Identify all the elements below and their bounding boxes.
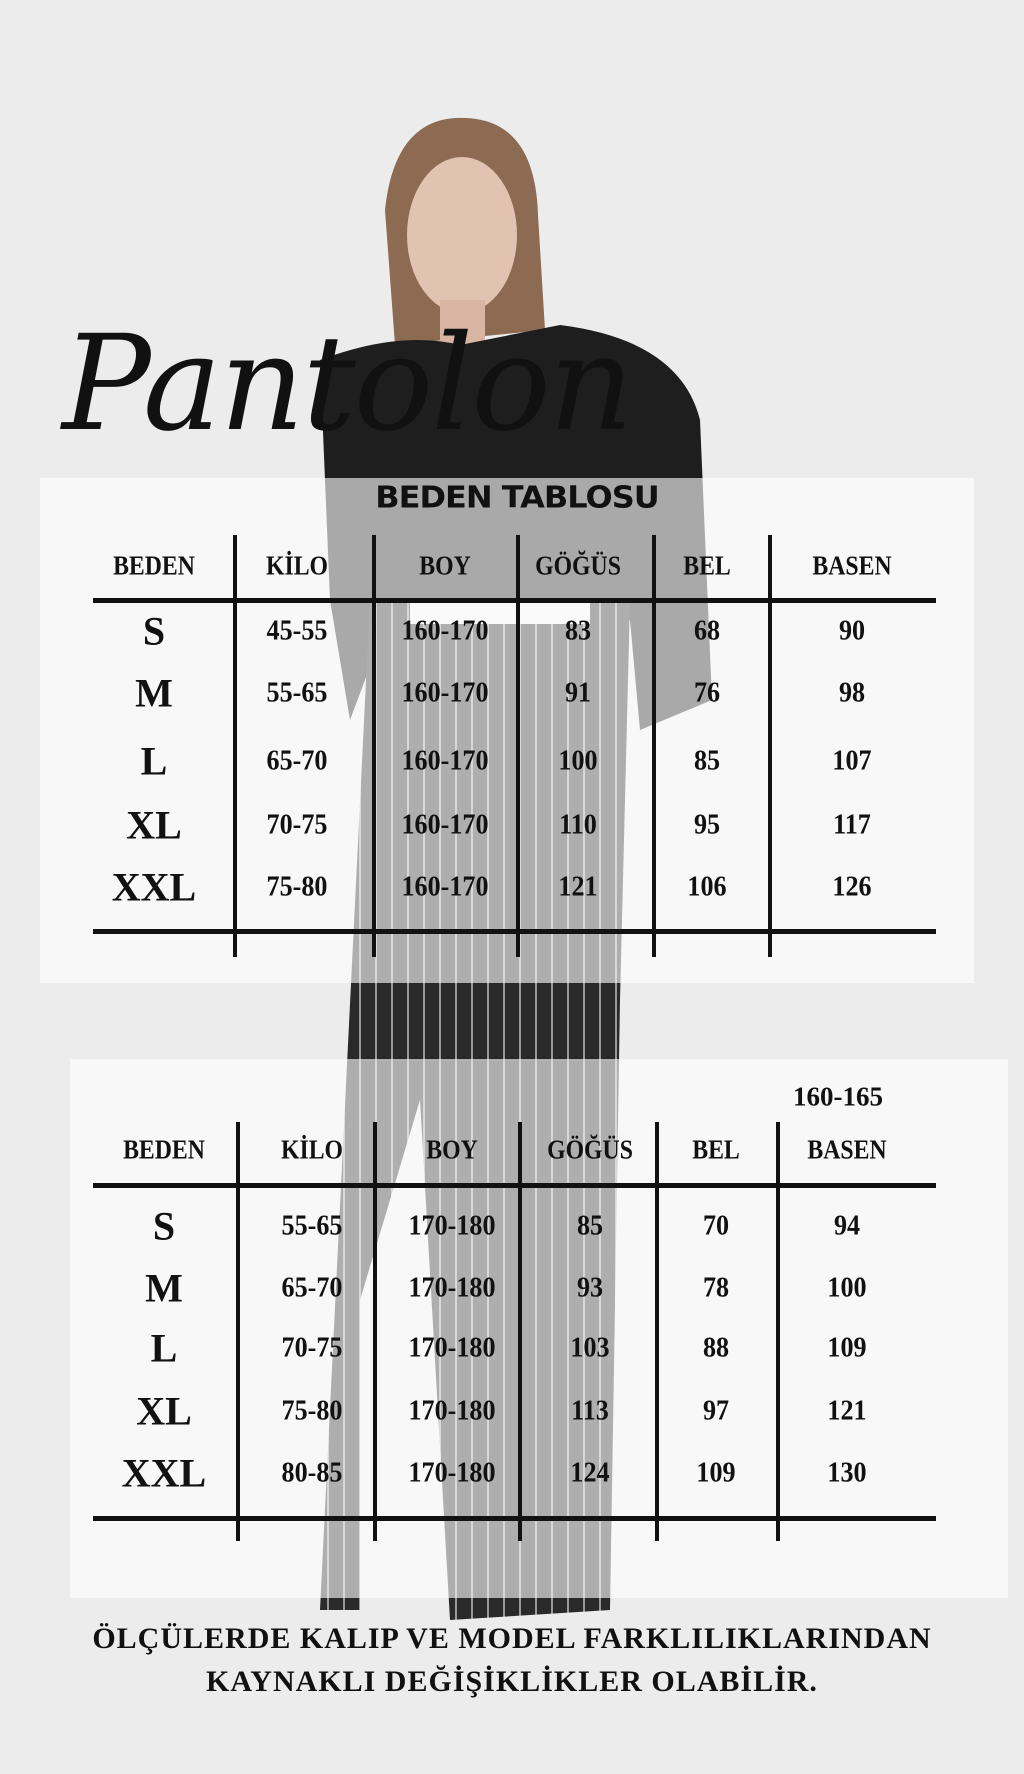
table-cell: 94 [833,1209,861,1242]
table-cell: 65-70 [266,744,328,777]
table-cell: 160-170 [401,870,489,903]
table-cell: 78 [702,1271,730,1304]
size-label: XL [126,802,182,848]
table-rule [93,929,936,934]
table-cell: 126 [832,870,872,903]
table-cell: 97 [702,1394,730,1427]
table-cell: 100 [558,744,598,777]
table-cell: 160-170 [401,744,489,777]
column-header: BASEN [807,1134,887,1165]
size-label: L [140,738,168,784]
column-divider [372,535,376,957]
footer-line-1: ÖLÇÜLERDE KALIP VE MODEL FARKLILIKLARIND… [92,1622,932,1655]
table-cell: 70-75 [266,808,328,841]
table2-panel [70,1059,1008,1598]
table-cell: 107 [832,744,872,777]
column-header: BEDEN [113,550,195,581]
table-cell: 83 [564,614,592,647]
table-cell: 70-75 [281,1331,343,1364]
column-divider [516,535,520,957]
table-cell: 117 [833,808,871,841]
size-label: XL [136,1388,192,1434]
table-cell: 109 [696,1456,736,1489]
table-cell: 45-55 [266,614,328,647]
table-cell: 109 [827,1331,867,1364]
table-cell: 55-65 [281,1209,343,1242]
table-cell: 70 [702,1209,730,1242]
page-title: Pantolon [62,307,634,461]
size-label: S [142,608,166,654]
table-rule [93,1183,936,1188]
size-label: XXL [121,1450,207,1496]
table-cell: 90 [838,614,866,647]
table-cell: 121 [558,870,598,903]
table-cell: 130 [827,1456,867,1489]
column-divider [776,1122,780,1541]
footer-line-2: KAYNAKLI DEĞİŞİKLİKLER OLABİLİR. [206,1665,818,1698]
table-cell: 55-65 [266,676,328,709]
table-cell: 75-80 [281,1394,343,1427]
table-cell: 80-85 [281,1456,343,1489]
table-cell: 65-70 [281,1271,343,1304]
column-divider [236,1122,240,1541]
size-label: M [135,670,173,716]
column-header: GÖĞÜS [535,550,621,581]
size-label: S [152,1203,176,1249]
basen-height-note: 160-165 [793,1081,883,1112]
table-rule [93,1516,936,1521]
column-header: BASEN [812,550,892,581]
table-cell: 103 [570,1331,610,1364]
table-rule [93,598,936,603]
column-divider [768,535,772,957]
table-cell: 170-180 [408,1209,496,1242]
table-cell: 91 [564,676,592,709]
column-header: BEL [692,1134,740,1165]
table-cell: 76 [693,676,721,709]
page-subtitle: BEDEN TABLOSU [375,478,660,516]
table-cell: 160-170 [401,614,489,647]
size-label: XXL [111,864,197,910]
table-cell: 170-180 [408,1394,496,1427]
column-divider [518,1122,522,1541]
table-cell: 85 [576,1209,604,1242]
column-header: BEL [683,550,731,581]
table-cell: 170-180 [408,1331,496,1364]
column-divider [373,1122,377,1541]
table-cell: 106 [687,870,727,903]
column-header: BOY [419,550,471,581]
table-cell: 121 [827,1394,867,1427]
column-divider [233,535,237,957]
table-cell: 110 [559,808,597,841]
column-divider [652,535,656,957]
column-header: KİLO [280,1134,344,1165]
table-cell: 75-80 [266,870,328,903]
column-header: GÖĞÜS [547,1134,633,1165]
table-cell: 88 [702,1331,730,1364]
table-cell: 85 [693,744,721,777]
table-cell: 170-180 [408,1271,496,1304]
column-divider [655,1122,659,1541]
table-cell: 100 [827,1271,867,1304]
column-header: BOY [426,1134,478,1165]
size-label: L [150,1325,178,1371]
table1-panel [40,478,974,983]
table-cell: 68 [693,614,721,647]
size-label: M [145,1265,183,1311]
table-cell: 113 [571,1394,609,1427]
table-cell: 160-170 [401,676,489,709]
table-cell: 95 [693,808,721,841]
table-cell: 160-170 [401,808,489,841]
table-cell: 93 [576,1271,604,1304]
table-cell: 98 [838,676,866,709]
table-cell: 124 [570,1456,610,1489]
column-header: BEDEN [123,1134,205,1165]
column-header: KİLO [265,550,329,581]
table-cell: 170-180 [408,1456,496,1489]
